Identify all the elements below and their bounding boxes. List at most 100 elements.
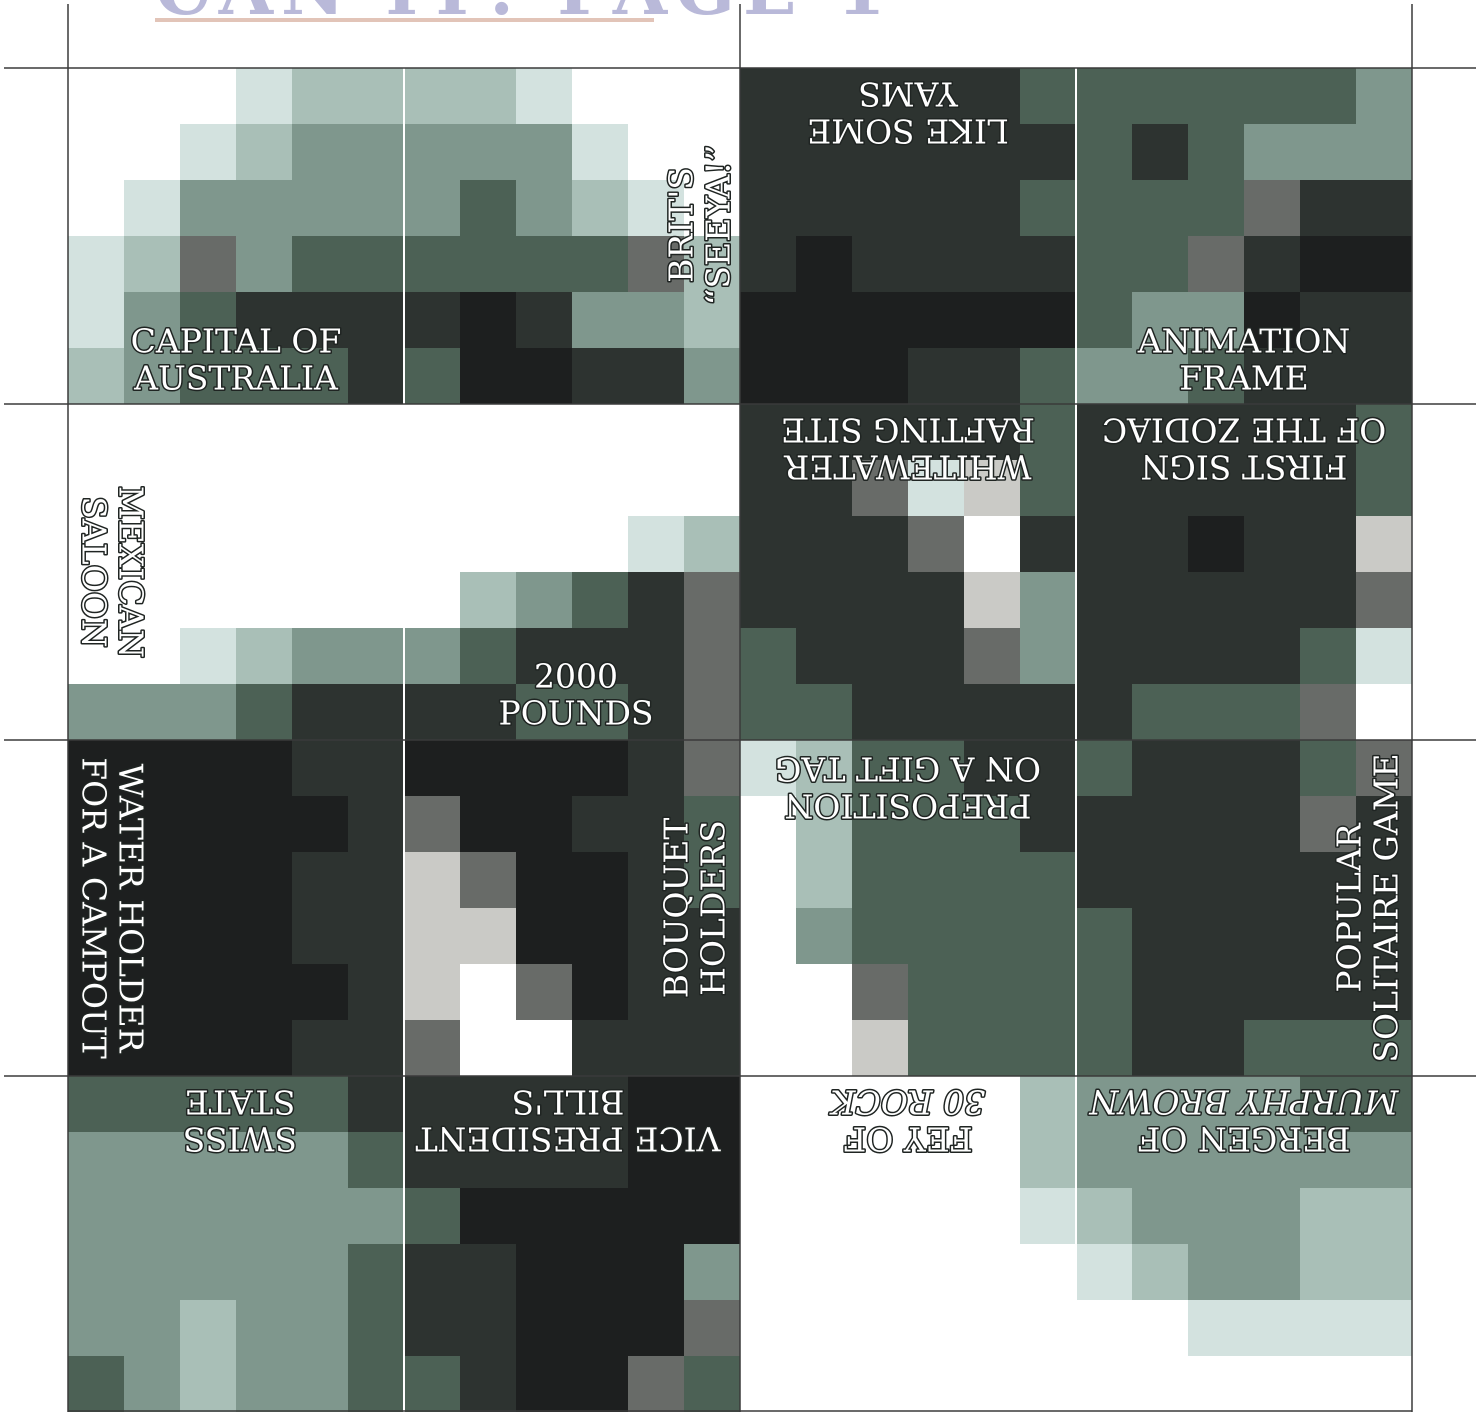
- mosaic-cell: [628, 1132, 685, 1189]
- mosaic-cell: [964, 180, 1021, 237]
- mosaic-cell: [1020, 908, 1077, 965]
- mosaic-cell: [740, 796, 797, 853]
- mosaic-cell: [740, 740, 797, 797]
- mosaic-cell: [460, 460, 517, 517]
- mosaic-cell: [684, 236, 741, 293]
- mosaic-cell: [1356, 628, 1413, 685]
- mosaic-cell: [964, 1020, 1021, 1077]
- mosaic-cell: [68, 628, 125, 685]
- mosaic-cell: [292, 908, 349, 965]
- mosaic-cell: [124, 628, 181, 685]
- mosaic-cell: [180, 292, 237, 349]
- mosaic-cell: [1356, 572, 1413, 629]
- mosaic-cell: [684, 964, 741, 1021]
- mosaic-cell: [1132, 964, 1189, 1021]
- mosaic-cell: [852, 1188, 909, 1245]
- mosaic-cell: [740, 1188, 797, 1245]
- mosaic-cell: [1244, 68, 1301, 125]
- mosaic-cell: [1356, 460, 1413, 517]
- mosaic-cell: [908, 1244, 965, 1301]
- mosaic-cell: [852, 1132, 909, 1189]
- mosaic-cell: [1188, 796, 1245, 853]
- mosaic-cell: [68, 516, 125, 573]
- mosaic-cell: [1300, 796, 1357, 853]
- mosaic-cell: [740, 292, 797, 349]
- mosaic-cell: [1244, 236, 1301, 293]
- mosaic-cell: [1356, 1244, 1413, 1301]
- mosaic-cell: [180, 684, 237, 741]
- clue: FEY OF30 ROCK: [829, 1083, 986, 1159]
- mosaic-cell: [740, 964, 797, 1021]
- mosaic-cell: [292, 1300, 349, 1357]
- mosaic-cell: [180, 740, 237, 797]
- mosaic-cell: [572, 516, 629, 573]
- clue: WATER HOLDERFOR A CAMPOUT: [75, 757, 151, 1059]
- mosaic-cell: [1076, 292, 1133, 349]
- mosaic-cell: [1356, 964, 1413, 1021]
- mosaic-cell: [1076, 68, 1133, 125]
- mosaic-cell: [1300, 684, 1357, 741]
- mosaic-cell: [68, 180, 125, 237]
- mosaic-cell: [1132, 124, 1189, 181]
- mosaic-cell: [1300, 1076, 1357, 1133]
- mosaic-cell: [964, 796, 1021, 853]
- mosaic-cell: [572, 292, 629, 349]
- mosaic-cell: [1020, 964, 1077, 1021]
- mosaic-cell: [180, 1356, 237, 1412]
- mosaic-cell: [572, 572, 629, 629]
- mosaic-cell: [908, 236, 965, 293]
- mosaic-cell: [1076, 1244, 1133, 1301]
- mosaic-cell: [404, 1244, 461, 1301]
- mosaic-cell: [460, 796, 517, 853]
- mosaic-cell: [1244, 684, 1301, 741]
- mosaic-cell: [852, 516, 909, 573]
- mosaic-cell: [740, 1076, 797, 1133]
- mosaic-cell: [1132, 1356, 1189, 1412]
- mosaic-cell: [1132, 740, 1189, 797]
- mosaic-cell: [68, 740, 125, 797]
- mosaic-cell: [572, 1244, 629, 1301]
- mosaic-cell: [1076, 460, 1133, 517]
- mosaic-cell: [1132, 572, 1189, 629]
- clue: PREPOSITIONON A GIFT TAG: [775, 750, 1041, 826]
- mosaic-cell: [572, 740, 629, 797]
- mosaic-cell: [628, 740, 685, 797]
- mosaic-cell: [460, 516, 517, 573]
- mosaic-cell: [684, 68, 741, 125]
- mosaic-cell: [68, 1132, 125, 1189]
- mosaic-cell: [516, 628, 573, 685]
- mosaic-cell: [236, 1132, 293, 1189]
- mosaic-cell: [516, 1076, 573, 1133]
- mosaic-cell: [852, 1076, 909, 1133]
- mosaic-cell: [684, 572, 741, 629]
- mosaic-cell: [1076, 124, 1133, 181]
- mosaic-cell: [124, 348, 181, 405]
- mosaic-cell: [180, 516, 237, 573]
- mosaic-cell: [460, 964, 517, 1021]
- mosaic-cell: [908, 684, 965, 741]
- mosaic-cell: [1020, 180, 1077, 237]
- mosaic-cell: [1356, 1132, 1413, 1189]
- mosaic-cell: [460, 180, 517, 237]
- mosaic-cell: [1188, 460, 1245, 517]
- mosaic-cell: [236, 1356, 293, 1412]
- mosaic-cell: [292, 124, 349, 181]
- mosaic-cell: [460, 292, 517, 349]
- clue: ANIMATION FRAME: [1137, 322, 1351, 398]
- mosaic-cell: [1132, 1132, 1189, 1189]
- mosaic-cell: [1356, 852, 1413, 909]
- clue-line: OF THE ZODIAC: [1102, 411, 1386, 450]
- mosaic-cell: [124, 180, 181, 237]
- mosaic-cell: [1020, 1300, 1077, 1357]
- mosaic-cell: [1132, 404, 1189, 461]
- mosaic-cell: [236, 572, 293, 629]
- mosaic-cell: [460, 1300, 517, 1357]
- mosaic-cell: [404, 516, 461, 573]
- mosaic-cell: [740, 1244, 797, 1301]
- mosaic-cell: [1356, 1076, 1413, 1133]
- mosaic-cell: [572, 852, 629, 909]
- clue-line: HOLDERS: [694, 820, 733, 996]
- mosaic-cell: [180, 1020, 237, 1077]
